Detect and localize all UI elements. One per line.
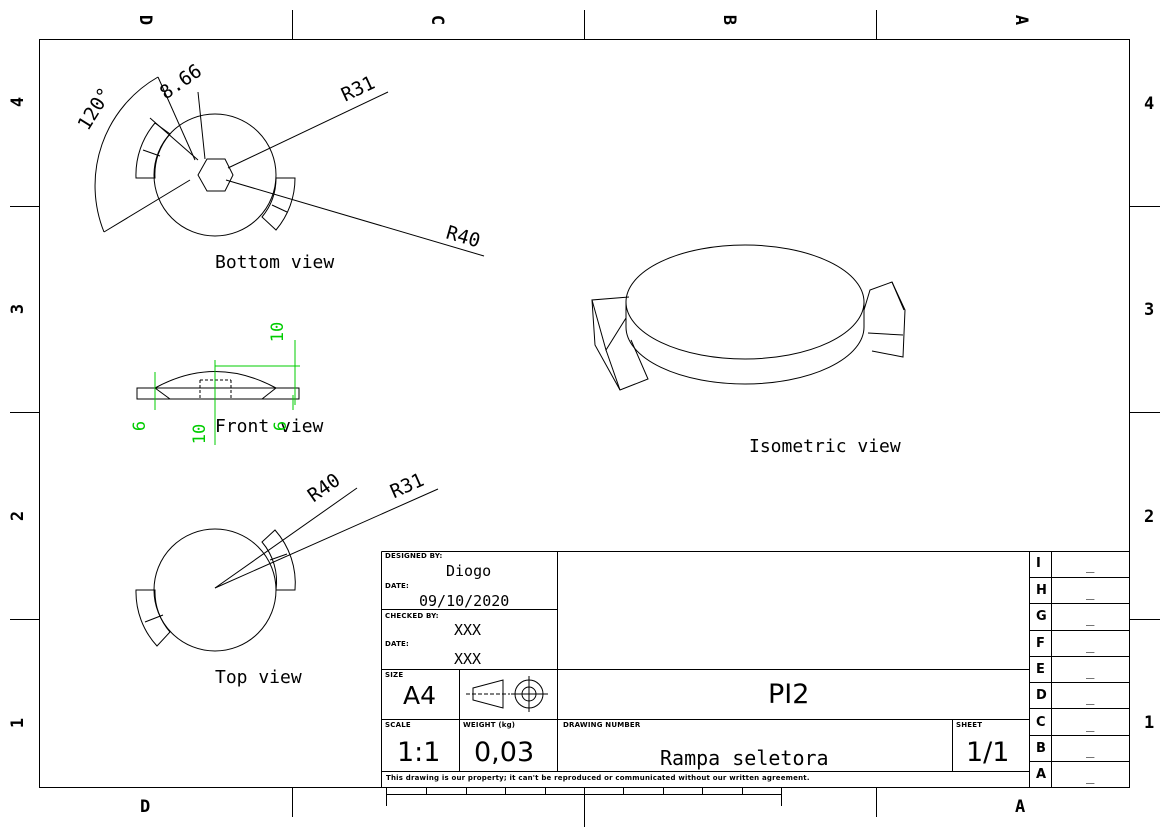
zone-label-bottom-d: D (140, 797, 151, 817)
revision-letter: F (1036, 636, 1045, 651)
drawing-number-label: DRAWING NUMBER (563, 721, 641, 729)
zone-label-top-b: B (719, 14, 740, 26)
isometric-view-label: Isometric view (749, 436, 901, 457)
revision-value: _ (1086, 637, 1095, 653)
zone-label-right-1: 1 (1144, 713, 1155, 733)
sheet-label: SHEET (956, 721, 983, 729)
revision-value: _ (1086, 610, 1095, 626)
top-view (135, 487, 439, 652)
title-value: PI2 (768, 679, 810, 710)
designed-by-value: Diogo (446, 562, 492, 580)
zone-label-left-4: 4 (8, 96, 29, 108)
front-view-dims (154, 340, 300, 445)
revision-value: _ (1086, 584, 1095, 600)
revision-value: _ (1086, 557, 1095, 573)
isometric-view (591, 244, 906, 391)
scale-value: 1:1 (397, 737, 441, 768)
revision-letter: H (1036, 583, 1047, 598)
designed-by-label: DESIGNED BY: (385, 552, 443, 560)
zone-label-right-3: 3 (1144, 300, 1155, 320)
revision-letter: D (1036, 688, 1047, 703)
zone-ticks (10, 10, 1160, 827)
front-view-label: Front view (215, 416, 324, 437)
date2-label: DATE: (385, 640, 410, 648)
checked-by-value: XXX (454, 621, 482, 639)
dim-front-10-mid: 10 (190, 423, 211, 445)
zone-label-bottom-a: A (1015, 797, 1026, 817)
revision-letter: G (1036, 609, 1047, 624)
size-value: A4 (403, 681, 437, 710)
zone-label-left-2: 2 (8, 510, 29, 522)
top-view-label: Top view (215, 667, 302, 688)
zone-label-right-4: 4 (1144, 94, 1155, 114)
weight-label: WEIGHT (kg) (463, 721, 516, 729)
revision-letter: B (1036, 741, 1046, 756)
date2-value: XXX (454, 650, 482, 668)
bottom-view-label: Bottom view (215, 252, 335, 273)
projection-symbol-icon (466, 676, 548, 712)
drawing-frame (39, 39, 1130, 788)
sheet-value: 1/1 (966, 737, 1010, 768)
dim-front-10-top: 10 (268, 321, 289, 343)
scale-label: SCALE (385, 721, 411, 729)
revision-value: _ (1086, 716, 1095, 732)
zone-label-top-a: A (1011, 14, 1032, 26)
revision-letter: C (1036, 715, 1046, 730)
revision-value: _ (1086, 663, 1095, 679)
bottom-view (94, 76, 485, 257)
revision-letter: I (1036, 556, 1041, 571)
checked-by-label: CHECKED BY: (385, 612, 439, 620)
revision-value: _ (1086, 689, 1095, 705)
dim-front-6-right: 6 (271, 420, 292, 432)
revision-letter: A (1036, 767, 1047, 782)
revision-value: _ (1086, 742, 1095, 758)
zone-label-right-2: 2 (1144, 507, 1155, 527)
title-block-lines (381, 551, 1129, 806)
dim-front-6-left: 6 (130, 420, 151, 432)
disclaimer-text: This drawing is our property; it can't b… (386, 774, 810, 782)
size-label: SIZE (385, 671, 404, 679)
drawing-number-value: Rampa seletora (660, 746, 829, 770)
revision-letter: E (1036, 662, 1045, 677)
front-view (136, 371, 300, 400)
zone-label-left-3: 3 (8, 303, 29, 315)
zone-label-top-c: C (427, 14, 448, 26)
revision-value: _ (1086, 768, 1095, 784)
zone-label-left-1: 1 (8, 717, 29, 729)
date-label: DATE: (385, 582, 410, 590)
zone-label-top-d: D (135, 14, 156, 26)
weight-value: 0,03 (474, 737, 535, 768)
date-value: 09/10/2020 (419, 592, 510, 610)
